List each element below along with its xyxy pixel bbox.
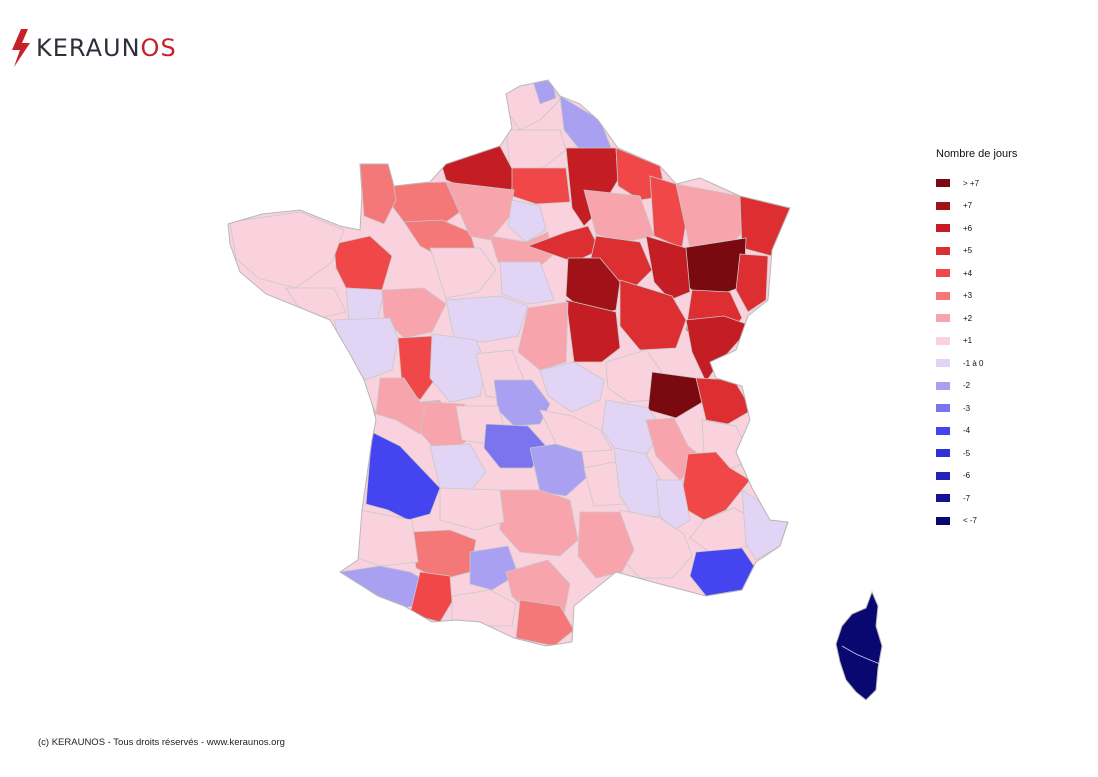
france-outline (227, 79, 791, 647)
department-region (333, 317, 399, 381)
department-region (517, 301, 569, 371)
legend-label: +3 (963, 291, 973, 301)
legend-swatch (936, 246, 950, 255)
department-region (583, 189, 655, 243)
department-region (577, 511, 635, 579)
legend-label: > +7 (963, 178, 980, 188)
legend-item: -4 (936, 420, 1017, 443)
legend-item: +4 (936, 262, 1017, 285)
legend-item: -1 à 0 (936, 352, 1017, 375)
legend-swatch (936, 359, 950, 368)
legend-swatch (936, 224, 950, 233)
legend-label: -2 (963, 381, 971, 391)
legend-swatch (936, 179, 950, 188)
lightning-bolt-icon (12, 29, 30, 67)
department-region (619, 279, 687, 351)
legend-swatch (936, 336, 950, 345)
department-region (429, 443, 487, 493)
legend-label: +1 (963, 336, 973, 346)
legend-swatch (936, 449, 950, 458)
legend-swatch (936, 471, 950, 480)
department-region (469, 545, 519, 591)
legend-label: -5 (963, 448, 971, 458)
department-region (285, 287, 347, 319)
department-region (507, 199, 547, 243)
legend-label: +7 (963, 201, 973, 211)
legend-label: -1 à 0 (963, 358, 984, 368)
legend-swatch (936, 314, 950, 323)
department-region (505, 129, 567, 171)
copyright-footer: (c) KERAUNOS - Tous droits réservés - ww… (38, 737, 285, 748)
department-region (439, 487, 505, 531)
department-region (526, 225, 601, 263)
department-region (409, 571, 453, 623)
legend-label: +2 (963, 313, 973, 323)
legend-title: Nombre de jours (936, 148, 1018, 160)
legend-item: +1 (936, 330, 1017, 353)
corsica-region (835, 590, 883, 701)
department-region (655, 479, 691, 531)
legend-item: -7 (936, 487, 1017, 510)
legend-swatch (936, 426, 950, 435)
corsica-border-line (841, 645, 881, 665)
department-region (565, 257, 621, 317)
legend-label: -7 (963, 493, 971, 503)
legend-swatch (936, 494, 950, 503)
legend-item: +6 (936, 217, 1017, 240)
department-region (499, 261, 555, 305)
department-region (429, 247, 497, 299)
legend-label: +4 (963, 268, 973, 278)
legend-item: > +7 (936, 172, 1017, 195)
legend-item: +5 (936, 240, 1017, 263)
legend-swatch (936, 404, 950, 413)
legend-label: +6 (963, 223, 973, 233)
legend-item: -5 (936, 442, 1017, 465)
department-region (539, 361, 605, 413)
legend-item: -2 (936, 375, 1017, 398)
brand-logo: KERAUNOS (10, 26, 177, 70)
legend-swatch (936, 201, 950, 210)
legend-label: -3 (963, 403, 971, 413)
department-region (445, 181, 515, 241)
legend-label: < -7 (963, 516, 978, 526)
department-region (735, 253, 769, 313)
department-region (515, 599, 575, 646)
department-region (645, 235, 691, 301)
department-region (647, 371, 707, 419)
department-region (483, 423, 547, 469)
legend-item: +7 (936, 195, 1017, 218)
department-region (499, 489, 579, 557)
map-legend: Nombre de jours > +7 +7 +6 +5 +4 +3 +2 +1 -1 à 0… (936, 148, 1017, 532)
legend-swatch (936, 269, 950, 278)
legend-item: +2 (936, 307, 1017, 330)
legend-item: -3 (936, 397, 1017, 420)
department-region (675, 183, 749, 249)
legend-label: -6 (963, 471, 971, 481)
legend-label: +5 (963, 246, 973, 256)
brand-name: KERAUNOS (36, 34, 177, 62)
department-region (429, 333, 487, 403)
department-region (445, 295, 529, 343)
legend-label: -4 (963, 426, 971, 436)
legend-item: -6 (936, 465, 1017, 488)
legend-swatch (936, 516, 950, 525)
legend-swatch (936, 381, 950, 390)
legend-item: < -7 (936, 510, 1017, 533)
legend-item: +3 (936, 285, 1017, 308)
legend-swatch (936, 291, 950, 300)
department-regions (228, 80, 790, 646)
department-region (229, 211, 345, 289)
department-region (365, 431, 441, 521)
department-region (511, 167, 571, 205)
department-region (565, 299, 621, 363)
department-region (649, 175, 687, 249)
